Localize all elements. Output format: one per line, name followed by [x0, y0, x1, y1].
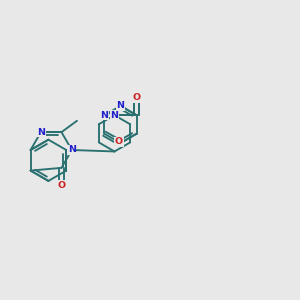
Text: N: N — [37, 128, 45, 137]
Text: O: O — [133, 93, 141, 102]
Text: O: O — [115, 137, 123, 146]
Text: N: N — [100, 111, 108, 120]
Text: N: N — [116, 101, 124, 110]
Text: O: O — [57, 181, 65, 190]
Text: N: N — [68, 146, 76, 154]
Text: N: N — [110, 111, 118, 120]
